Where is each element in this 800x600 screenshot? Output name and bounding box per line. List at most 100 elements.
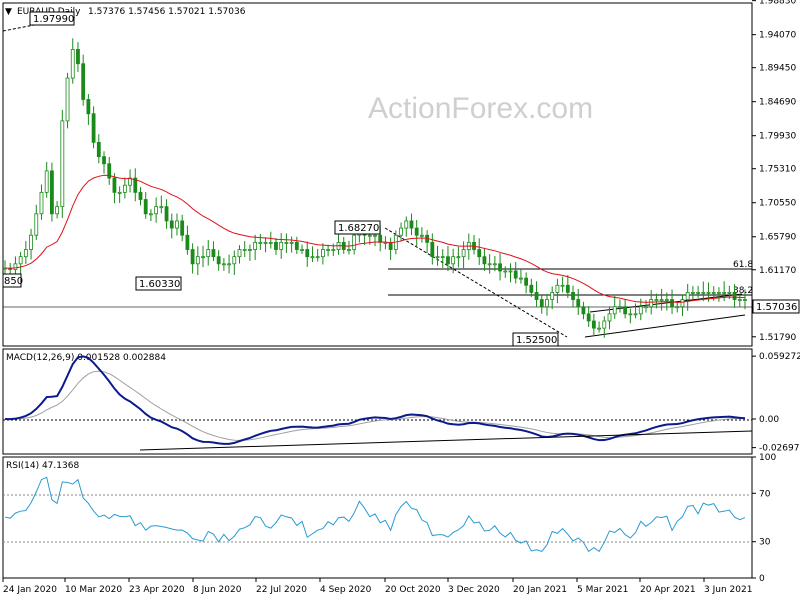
candle-body: [722, 292, 727, 294]
macd-trendline: [139, 430, 753, 451]
candle-body: [581, 306, 586, 315]
price-tick-label: 1.65790: [759, 233, 796, 243]
candle-body: [503, 270, 508, 273]
x-tick-label: 10 Mar 2020: [65, 585, 122, 595]
candle-body: [227, 263, 231, 266]
rsi-panel: [2, 456, 753, 579]
candle-body: [91, 113, 96, 143]
candle-body: [727, 292, 732, 294]
candle-body: [300, 249, 304, 251]
candle-body: [612, 306, 617, 315]
candle-body: [195, 256, 200, 265]
candle-body: [685, 292, 690, 300]
dashed-trend-2: [384, 227, 568, 338]
candle-body: [237, 249, 242, 258]
x-axis: 24 Jan 2020 10 Mar 2020 23 Apr 2020 8 Jun 2…: [2, 578, 752, 595]
candle-body: [320, 249, 325, 258]
price-tick-label: 1.70550: [759, 199, 796, 209]
rsi-tick-label: 30: [759, 538, 771, 548]
macd-signal-line: [4, 370, 746, 441]
rsi-tick-label: 0: [759, 574, 765, 584]
x-tick-label: 3 Dec 2020: [448, 585, 500, 595]
collapse-triangle-icon[interactable]: ▼: [5, 7, 12, 17]
candle-body: [701, 292, 706, 294]
candle-body: [404, 220, 409, 229]
candle-body: [508, 270, 513, 273]
candle-body: [675, 306, 680, 309]
candle-body: [29, 234, 33, 250]
macd-tick-label: 0.059272: [759, 352, 800, 362]
candle-body: [638, 306, 643, 315]
candle-body: [571, 292, 575, 300]
candle-body: [44, 170, 49, 193]
candle-body: [180, 220, 185, 236]
candle-body: [367, 234, 372, 237]
candle-body: [206, 249, 211, 258]
candle-body: [560, 284, 565, 287]
candle-body: [388, 241, 393, 250]
candle-body: [159, 206, 164, 209]
candle-body: [117, 191, 122, 194]
svg-text:1.60330: 1.60330: [139, 279, 180, 290]
candle-body: [253, 241, 258, 250]
candle-body: [555, 284, 560, 293]
candle-body: [112, 177, 117, 193]
candle-body: [23, 249, 28, 258]
annotation-160330: 1.60330: [135, 276, 182, 291]
candle-body: [211, 249, 216, 258]
x-tick-label: 23 Apr 2020: [129, 585, 185, 595]
candle-body: [607, 313, 612, 322]
candle-body: [602, 320, 607, 329]
x-tick-label: 4 Sep 2020: [320, 585, 372, 595]
candle-body: [263, 241, 268, 244]
candle-body: [201, 256, 205, 259]
moving-average-line: [4, 174, 746, 303]
candle-body: [492, 263, 497, 266]
x-tick-label: 24 Jan 2020: [3, 585, 57, 595]
candlestick-series: [3, 38, 747, 338]
candle-body: [451, 256, 456, 265]
candle-body: [190, 249, 195, 265]
candle-body: [326, 249, 330, 251]
candle-body: [737, 299, 742, 301]
candle-body: [76, 49, 80, 65]
candle-body: [274, 241, 278, 250]
candle-body: [96, 141, 101, 158]
candle-body: [539, 299, 544, 308]
candle-body: [143, 199, 148, 215]
candle-body: [55, 206, 60, 215]
candle-body: [242, 249, 247, 251]
candle-body: [743, 299, 747, 301]
candle-body: [591, 320, 596, 329]
rsi-title: RSI(14) 47.1368: [6, 461, 79, 471]
candle-body: [347, 249, 351, 251]
svg-text:1.68270: 1.68270: [338, 223, 379, 234]
price-tick-label: 1.84690: [759, 98, 796, 108]
candle-body: [576, 299, 581, 308]
candle-body: [446, 256, 450, 265]
candle-body: [435, 256, 440, 259]
svg-text:1.97990: 1.97990: [33, 14, 74, 25]
x-tick-label: 3 Jun 2021: [704, 585, 752, 595]
candle-body: [248, 249, 252, 251]
candle-body: [258, 241, 263, 244]
annotation-197990: 1.97990: [29, 11, 75, 26]
candle-body: [659, 299, 664, 301]
candle-body: [732, 292, 737, 300]
candle-body: [164, 206, 169, 222]
candle-body: [477, 249, 482, 258]
x-tick-label: 20 Apr 2021: [640, 585, 696, 595]
candle-body: [221, 263, 226, 266]
candle-body: [482, 256, 487, 265]
candle-body: [18, 256, 23, 265]
price-tick-label: 1.98830: [759, 0, 796, 7]
candle-body: [268, 241, 273, 244]
candle-body: [169, 220, 174, 229]
candle-body: [122, 184, 127, 193]
svg-text:1.57036: 1.57036: [756, 302, 797, 313]
annotation-168270: 1.68270: [334, 220, 381, 235]
candle-body: [70, 49, 75, 79]
fib-618-label: 61.8: [733, 260, 753, 270]
candle-body: [107, 163, 112, 179]
x-tick-label: 20 Jan 2021: [513, 585, 567, 595]
